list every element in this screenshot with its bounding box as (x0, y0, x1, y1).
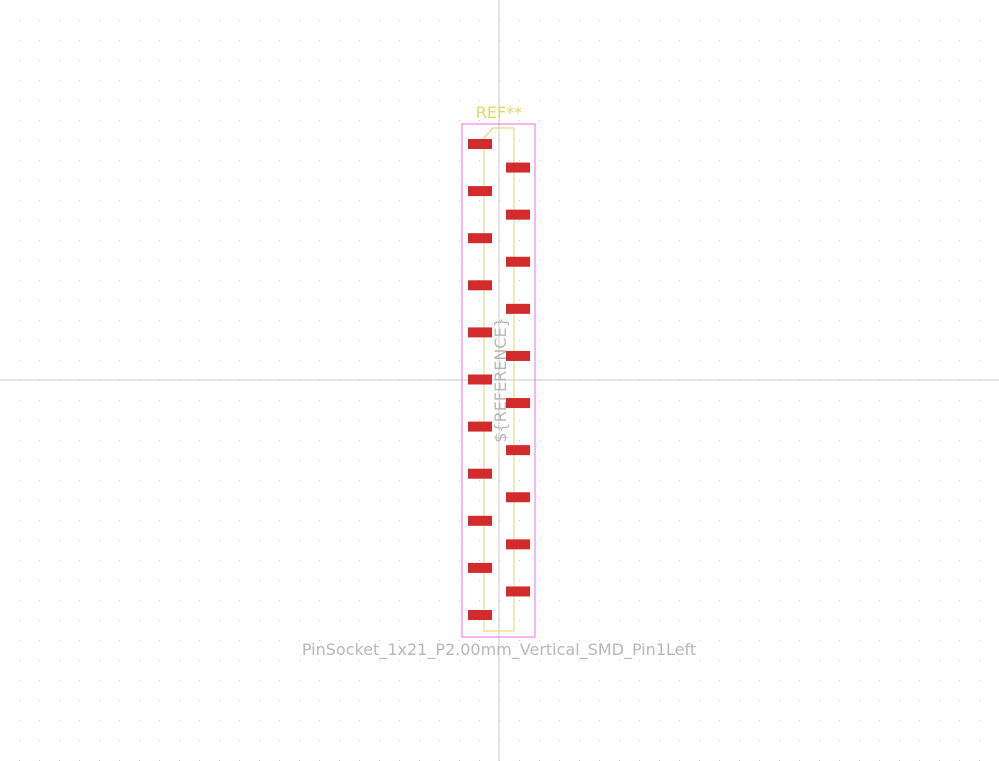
courtyard-outline (461, 123, 536, 638)
smd-pad-18[interactable] (506, 539, 530, 550)
smd-pad-20[interactable] (506, 586, 530, 597)
smd-pad-10[interactable] (506, 350, 530, 361)
smd-pad-9[interactable] (468, 327, 492, 338)
smd-pad-1[interactable] (468, 139, 492, 149)
smd-pad-11[interactable] (468, 374, 492, 385)
smd-pad-21[interactable] (468, 610, 492, 620)
footprint-name[interactable]: PinSocket_1x21_P2.00mm_Vertical_SMD_Pin1… (302, 640, 696, 660)
smd-pad-6[interactable] (506, 256, 530, 267)
smd-pad-2[interactable] (506, 162, 530, 173)
smd-pad-17[interactable] (468, 515, 492, 526)
smd-pad-19[interactable] (468, 562, 492, 573)
pads-group (468, 139, 530, 620)
smd-pad-4[interactable] (506, 209, 530, 220)
reference-designator[interactable]: REF** (476, 103, 522, 122)
smd-pad-5[interactable] (468, 233, 492, 244)
smd-pad-3[interactable] (468, 186, 492, 197)
silkscreen-pin1-marker (483, 127, 494, 139)
smd-pad-7[interactable] (468, 280, 492, 291)
value-field-text[interactable]: ${REFERENCE} (491, 317, 510, 443)
smd-pad-8[interactable] (506, 303, 530, 314)
smd-pad-15[interactable] (468, 468, 492, 479)
smd-pad-14[interactable] (506, 445, 530, 456)
smd-pad-16[interactable] (506, 492, 530, 503)
smd-pad-13[interactable] (468, 421, 492, 432)
smd-pad-12[interactable] (506, 398, 530, 409)
